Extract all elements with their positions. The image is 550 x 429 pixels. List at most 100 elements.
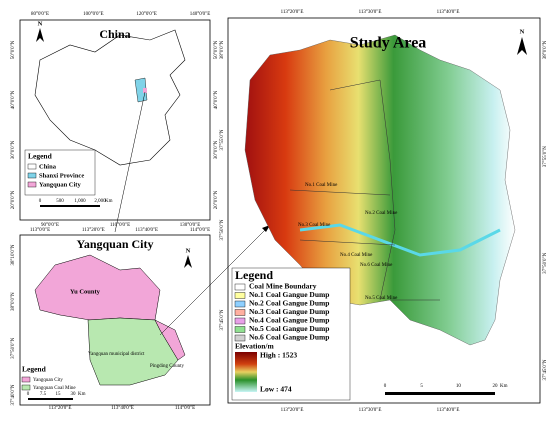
scale-label: 500 xyxy=(56,199,64,204)
scale-bar xyxy=(385,392,495,395)
coord-label: 37°55'0"N xyxy=(220,129,225,150)
legend-title: Legend xyxy=(28,152,53,161)
scale-label: 0 xyxy=(39,199,42,204)
coord-label: 40°0'0"N xyxy=(11,90,16,109)
coord-label: 50°0'0"N xyxy=(11,40,16,59)
scale-label: 2,000 xyxy=(94,199,106,204)
swatch xyxy=(21,384,31,391)
coord-label: 113°40'0"E xyxy=(437,408,460,413)
coord-label: 114°0'0"E xyxy=(190,228,210,233)
north-arrow xyxy=(184,255,192,268)
swatch xyxy=(234,292,246,299)
yangquan xyxy=(143,88,147,93)
swatch xyxy=(27,181,37,188)
coord-label: 90°0'0"E xyxy=(41,223,59,228)
coord-label: 113°20'0"E xyxy=(82,228,105,233)
coord-label: 120°0'0"E xyxy=(136,12,157,17)
coord-label: 113°30'0"E xyxy=(359,408,382,413)
title: China xyxy=(99,27,130,41)
coord-label: 50°0'0"N xyxy=(214,40,219,59)
region-label: Yu County xyxy=(70,288,101,295)
coord-label: 113°20'0"E xyxy=(281,408,304,413)
coord-label: 38°10'0"N xyxy=(11,244,16,265)
coord-label: 113°20'0"E xyxy=(49,406,72,411)
coord-label: 30°0'0"N xyxy=(11,140,16,159)
china-panel: China N Legend China Shanxi Province Yangq… xyxy=(19,19,211,221)
swatch xyxy=(27,172,37,179)
coord-label: 40°0'0"N xyxy=(214,90,219,109)
legend-label: No.6 Coal Gangue Dump xyxy=(249,333,329,342)
coord-label: 114°0'0"E xyxy=(175,406,195,411)
scale-bar xyxy=(40,205,100,207)
coord-label: 140°0'0"E xyxy=(190,12,211,17)
scale-label: Km xyxy=(105,199,113,204)
coord-label: 113°40'0"E xyxy=(135,228,158,233)
mine-label: No.6 Coal Mine xyxy=(360,263,393,268)
region-label: Yangquan municipal district xyxy=(88,352,145,357)
coord-label: 113°40'0"E xyxy=(111,406,134,411)
scale-label: 1,000 xyxy=(74,199,86,204)
legend-label: Coal Mine Boundary xyxy=(249,282,317,291)
swatch xyxy=(234,309,246,316)
mine-label: No.2 Coal Mine xyxy=(365,211,398,216)
north-arrow xyxy=(517,37,527,55)
coord-label: 37°50'0"N xyxy=(220,219,225,240)
scale-label: 0 xyxy=(384,384,387,389)
legend-title: Legend xyxy=(22,365,47,374)
legend-label: China xyxy=(39,163,57,170)
north: N xyxy=(520,28,525,35)
coord-label: 38°0'0"N xyxy=(543,40,548,59)
scale-label: 0 xyxy=(27,392,30,397)
coord-label: 110°0'0"E xyxy=(110,223,130,228)
legend-label: Shanxi Province xyxy=(39,172,84,179)
coord-label: 100°0'0"E xyxy=(83,12,104,17)
region-label: Pingding County xyxy=(150,364,185,369)
swatch xyxy=(21,376,31,383)
coord-label: 20°0'0"N xyxy=(11,190,16,209)
coord-label: 113°30'0"E xyxy=(359,10,382,15)
elevation-low: Low : 474 xyxy=(260,385,292,394)
elevation-title: Elevation/m xyxy=(235,342,275,351)
mine-label: No.5 Coal Mine xyxy=(365,296,398,301)
scale-label: Km xyxy=(500,384,508,389)
swatch xyxy=(234,334,246,342)
coord-label: 37°45'0"N xyxy=(543,359,548,380)
connector xyxy=(159,224,271,336)
yu-county xyxy=(34,254,161,321)
scale-label: 10 xyxy=(456,384,462,389)
scale-label: 30 xyxy=(71,392,77,397)
elevation-high: High : 1523 xyxy=(260,351,297,360)
river xyxy=(299,223,501,257)
coord-label: 37°55'0"N xyxy=(543,146,548,167)
coord-label: 20°0'0"N xyxy=(214,190,219,209)
mine-label: No.4 Coal Mine xyxy=(340,253,373,258)
coord-label: 38°0'0"N xyxy=(220,40,225,59)
coord-label: 113°20'0"E xyxy=(281,10,304,15)
coord-label: 113°0'0"E xyxy=(30,228,50,233)
coord-label: 37°40'0"N xyxy=(11,384,16,405)
china-outline xyxy=(34,29,186,166)
swatch xyxy=(234,283,246,291)
yangquan-panel: Yangquan City N Yu County Yangquan munic… xyxy=(19,234,211,406)
legend-label: Yangquan City xyxy=(39,181,81,188)
legend-label: No.2 Coal Gangue Dump xyxy=(249,299,329,308)
legend-label: No.3 Coal Gangue Dump xyxy=(249,307,329,316)
scale-label: 15 xyxy=(56,392,62,397)
legend-label: Yangquan City xyxy=(33,378,63,383)
elevation-ramp xyxy=(235,352,257,392)
title: Study Area xyxy=(350,35,427,52)
coord-label: 38°0'0"N xyxy=(11,292,16,311)
legend-title: Legend xyxy=(235,268,273,282)
scale-label: 20 xyxy=(493,384,499,389)
swatch xyxy=(27,163,37,170)
legend-label: Yangquan Coal Mine xyxy=(33,386,76,391)
frame xyxy=(227,17,541,404)
coord-label: 113°40'0"E xyxy=(437,10,460,15)
title: Yangquan City xyxy=(76,237,153,251)
study-panel: Study Area N No.1 Coal Mine No.2 Coal Min… xyxy=(227,17,541,404)
scale-label: Km xyxy=(78,392,86,397)
swatch xyxy=(234,317,246,325)
mine-label: No.1 Coal Mine xyxy=(305,183,338,188)
scale-label: 7.5 xyxy=(40,392,47,397)
